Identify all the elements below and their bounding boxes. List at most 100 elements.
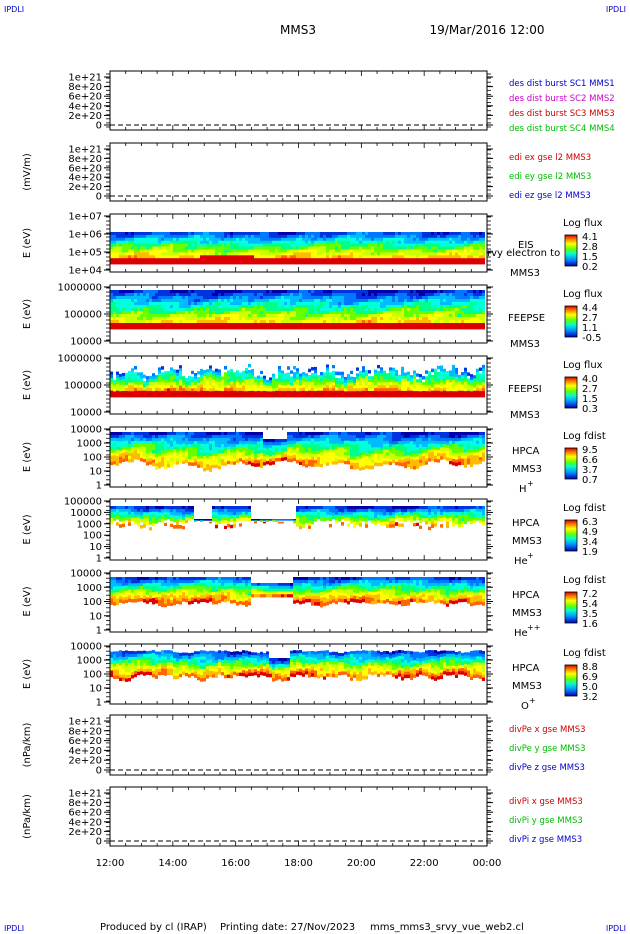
heatmap-cell [302,308,305,312]
heatmap-cell [248,434,251,439]
heatmap-cell [164,435,167,439]
heatmap-cell [170,252,173,256]
heatmap-cell [128,370,131,375]
heatmap-cell [218,369,221,373]
heatmap-cell [119,447,122,451]
heatmap-cell [230,261,233,265]
heatmap-cell [266,232,269,236]
heatmap-cell [212,290,215,294]
heatmap-cell [407,390,410,395]
heatmap-cell [278,442,281,446]
heatmap-cell [215,243,218,247]
heatmap-cell [245,293,248,297]
heatmap-cell [254,323,257,327]
heatmap-cell [203,246,206,250]
heatmap-cell [479,388,482,392]
heatmap-cell [371,255,374,259]
heatmap-cell [371,320,374,324]
heatmap-cell [317,240,320,244]
heatmap-cell [323,320,326,324]
heatmap-cell [179,453,182,458]
heatmap-cell [383,320,386,324]
heatmap-cell [380,308,383,312]
heatmap-cell [218,234,221,239]
heatmap-cell [125,372,128,377]
heatmap-cell [170,326,173,330]
heatmap-cell [356,323,359,327]
heatmap-cell [164,296,167,300]
heatmap-cell [140,317,143,321]
heatmap-cell [194,388,197,392]
heatmap-cell [380,237,383,242]
heatmap-cell [245,443,248,448]
heatmap-cell [149,449,152,453]
heatmap-cell [296,438,299,442]
heatmap-cell [149,311,152,315]
heatmap-cell [326,308,329,312]
heatmap-cell [329,261,332,265]
heatmap-cell [281,299,284,303]
heatmap-cell [395,388,398,392]
heatmap-cell [110,458,113,463]
heatmap-cell [233,434,236,439]
heatmap-cell [359,373,362,377]
heatmap-cell [221,243,224,247]
heatmap-cell [131,311,134,315]
heatmap-cell [215,464,218,469]
heatmap-cell [458,305,461,309]
heatmap-cell [446,240,449,244]
heatmap-cell [134,387,137,392]
heatmap-cell [305,323,308,327]
heatmap-cell [263,320,266,324]
heatmap-cell [251,296,254,300]
heatmap-cell [314,249,317,253]
heatmap-cell [257,258,260,262]
heatmap-cell [437,393,440,398]
heatmap-cell [239,390,242,395]
heatmap-cell [467,243,470,247]
heatmap-cell [482,237,485,242]
heatmap-cell [224,390,227,395]
colorbar-tick-label: 1.5 [582,252,598,263]
heatmap-cell [482,299,485,303]
heatmap-cell [473,302,476,306]
heatmap-cell [152,385,155,389]
heatmap-cell [173,232,176,236]
heatmap-cell [380,323,383,327]
heatmap-cell [455,252,458,256]
heatmap-cell [470,376,473,381]
heatmap-cell [428,232,431,236]
heatmap-cell [473,237,476,242]
heatmap-cell [365,293,368,297]
heatmap-cell [128,435,131,439]
heatmap-cell [191,326,194,330]
heatmap-cell [434,258,437,262]
heatmap-cell [263,290,266,294]
heatmap-cell [236,302,239,306]
heatmap-cell [269,255,272,259]
heatmap-cell [155,466,158,470]
heatmap-cell [149,302,152,306]
heatmap-cell [482,240,485,244]
heatmap-cell [227,299,230,303]
heatmap-cell [371,323,374,327]
heatmap-cell [221,317,224,321]
heatmap-cell [329,393,332,398]
heatmap-cell [188,308,191,312]
heatmap-cell [452,364,455,369]
heatmap-cell [359,246,362,250]
heatmap-cell [269,305,272,309]
heatmap-cell [185,290,188,294]
heatmap-cell [344,320,347,324]
heatmap-cell [119,385,122,389]
heatmap-cell [422,323,425,327]
heatmap-cell [221,299,224,303]
heatmap-cell [329,375,332,379]
heatmap-cell [404,246,407,250]
heatmap-cell [173,446,176,450]
heatmap-cell [179,441,182,445]
heatmap-cell [455,320,458,324]
heatmap-cell [296,249,299,253]
heatmap-cell [254,249,257,253]
heatmap-cell [170,455,173,459]
